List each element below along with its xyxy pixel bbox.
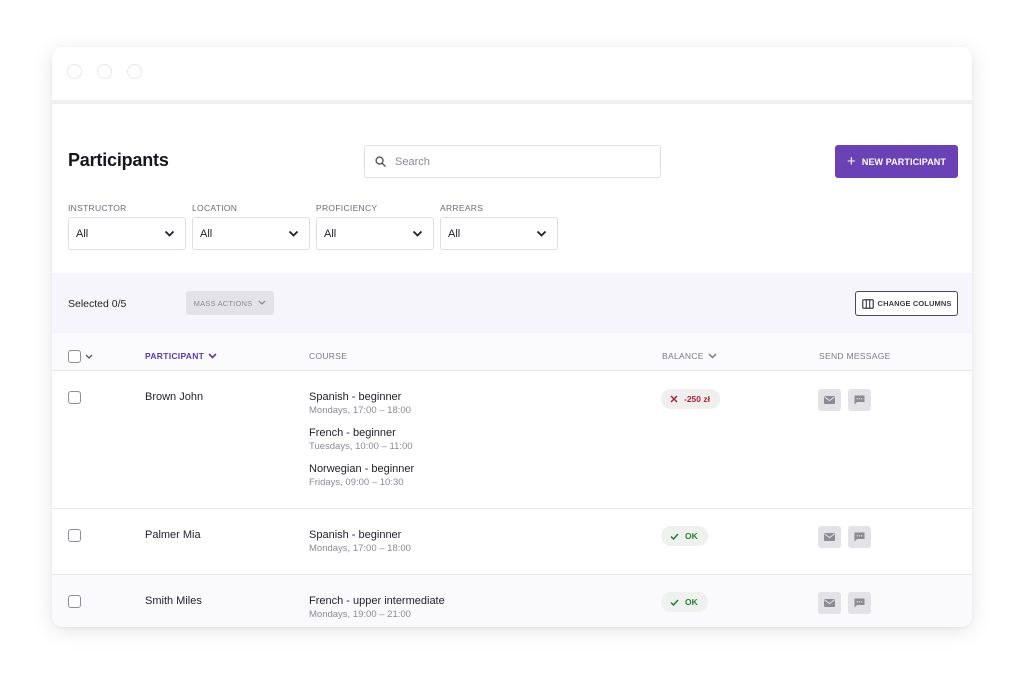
- column-header-send-message: SEND MESSAGE: [819, 351, 891, 361]
- search-box[interactable]: [364, 145, 661, 178]
- table-row: Smith Miles French - upper intermediate …: [52, 575, 972, 627]
- balance-value: -250 zł: [684, 394, 710, 404]
- course-name: Spanish - beginner: [309, 529, 402, 541]
- change-columns-button[interactable]: CHANGE COLUMNS: [855, 291, 958, 316]
- course-cell: Spanish - beginner Mondays, 17:00 – 18:0…: [309, 528, 411, 556]
- filter-location-value: All: [200, 228, 213, 240]
- send-email-button[interactable]: [818, 526, 841, 548]
- course-cell: Spanish - beginner Mondays, 17:00 – 18:0…: [309, 390, 414, 490]
- new-participant-label: NEW PARTICIPANT: [861, 156, 947, 167]
- check-icon: [670, 532, 679, 540]
- filter-arrears-label: ARREARS: [440, 203, 484, 213]
- table-header: PARTICIPANT COURSE BALANCE SEND MESSAGE: [52, 333, 972, 371]
- send-email-button[interactable]: [818, 592, 841, 614]
- window-close-dot[interactable]: [67, 64, 82, 79]
- row-checkbox[interactable]: [68, 529, 81, 542]
- column-header-balance-label: BALANCE: [662, 351, 704, 361]
- search-input[interactable]: [395, 153, 650, 171]
- send-email-button[interactable]: [818, 389, 841, 411]
- participant-name[interactable]: Palmer Mia: [145, 529, 201, 541]
- table-row: Palmer Mia Spanish - beginner Mondays, 1…: [52, 509, 972, 575]
- filter-instructor-select[interactable]: All: [68, 217, 186, 250]
- balance-badge: OK: [661, 592, 708, 612]
- row-checkbox[interactable]: [68, 391, 81, 404]
- course-time: Mondays, 17:00 – 18:00: [309, 543, 411, 554]
- row-checkbox[interactable]: [68, 595, 81, 608]
- column-header-participant[interactable]: PARTICIPANT: [145, 351, 217, 361]
- course-name: Norwegian - beginner: [309, 463, 415, 475]
- chevron-down-icon[interactable]: [85, 354, 93, 360]
- course-time: Fridays, 09:00 – 10:30: [309, 477, 404, 488]
- course-time: Mondays, 17:00 – 18:00: [309, 405, 411, 416]
- send-chat-button[interactable]: [848, 389, 871, 411]
- envelope-icon: [824, 396, 835, 404]
- filter-proficiency-select[interactable]: All: [316, 217, 434, 250]
- column-header-course-label: COURSE: [309, 351, 348, 361]
- participant-name[interactable]: Brown John: [145, 391, 204, 403]
- course-name: Spanish - beginner: [309, 391, 402, 403]
- chat-icon: [854, 598, 865, 608]
- column-header-send-message-label: SEND MESSAGE: [819, 351, 891, 361]
- filter-location-select[interactable]: All: [192, 217, 310, 250]
- column-header-balance[interactable]: BALANCE: [662, 351, 717, 361]
- change-columns-label: CHANGE COLUMNS: [877, 299, 952, 308]
- search-icon: [375, 156, 386, 167]
- chevron-down-icon: [164, 230, 175, 237]
- cross-icon: [670, 395, 678, 403]
- window-maximize-dot[interactable]: [127, 64, 142, 79]
- course-name: French - upper intermediate: [309, 595, 445, 607]
- filter-proficiency-value: All: [324, 228, 337, 240]
- check-icon: [670, 598, 679, 606]
- course-cell: French - upper intermediate Mondays, 19:…: [309, 594, 445, 622]
- course-time: Tuesdays, 10:00 – 11:00: [309, 441, 413, 452]
- column-header-course: COURSE: [309, 351, 347, 361]
- column-header-participant-label: PARTICIPANT: [145, 351, 205, 361]
- filter-arrears-value: All: [448, 228, 461, 240]
- filter-location-label: LOCATION: [192, 203, 238, 213]
- filter-proficiency-label: PROFICIENCY: [316, 203, 378, 213]
- course-time: Mondays, 19:00 – 21:00: [309, 609, 411, 620]
- window-minimize-dot[interactable]: [97, 64, 112, 79]
- balance-badge: -250 zł: [661, 389, 720, 409]
- envelope-icon: [824, 599, 835, 607]
- chevron-down-icon: [288, 230, 299, 237]
- mass-actions-bar: Selected 0/5 MASS ACTIONS CHANGE COLUMNS: [52, 273, 972, 333]
- course-name: French - beginner: [309, 427, 396, 439]
- filter-instructor-value: All: [76, 228, 89, 240]
- chevron-down-icon: [412, 230, 423, 237]
- chat-icon: [854, 532, 865, 542]
- balance-value: OK: [685, 597, 698, 607]
- course-item: Spanish - beginner Mondays, 17:00 – 18:0…: [309, 528, 411, 556]
- chevron-down-icon: [258, 300, 266, 305]
- plus-icon: +: [846, 153, 856, 170]
- chevron-down-icon: [536, 230, 547, 237]
- course-item: French - beginner Tuesdays, 10:00 – 11:0…: [309, 426, 414, 454]
- sort-chevron-icon: [208, 353, 217, 359]
- mass-actions-button[interactable]: MASS ACTIONS: [186, 291, 274, 315]
- mass-actions-label: MASS ACTIONS: [193, 298, 253, 308]
- sort-chevron-icon: [708, 353, 717, 359]
- send-chat-button[interactable]: [848, 526, 871, 548]
- filter-instructor-label: INSTRUCTOR: [68, 203, 127, 213]
- filter-arrears-select[interactable]: All: [440, 217, 558, 250]
- select-all-checkbox[interactable]: [68, 350, 81, 363]
- columns-icon: [861, 298, 874, 309]
- page-title: Participants: [68, 150, 169, 170]
- window-titlebar: [52, 47, 972, 104]
- chat-icon: [854, 395, 865, 405]
- table-row: Brown John Spanish - beginner Mondays, 1…: [52, 371, 972, 509]
- selected-count: Selected 0/5: [68, 298, 127, 310]
- course-item: Spanish - beginner Mondays, 17:00 – 18:0…: [309, 390, 414, 418]
- balance-value: OK: [685, 531, 698, 541]
- new-participant-button[interactable]: + NEW PARTICIPANT: [835, 145, 958, 178]
- course-item: Norwegian - beginner Fridays, 09:00 – 10…: [309, 462, 414, 490]
- send-chat-button[interactable]: [848, 592, 871, 614]
- participant-name[interactable]: Smith Miles: [145, 595, 202, 607]
- envelope-icon: [824, 533, 835, 541]
- balance-badge: OK: [661, 526, 708, 546]
- course-item: French - upper intermediate Mondays, 19:…: [309, 594, 445, 622]
- app-window: Participants + NEW PARTICIPANT INSTRUCTO…: [52, 47, 972, 627]
